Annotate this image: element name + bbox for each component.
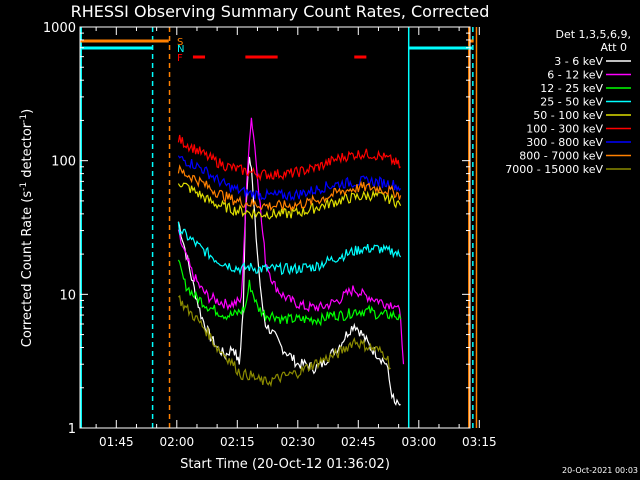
x-axis-start-time: (20-Oct-12 01:36:02) <box>252 457 390 472</box>
y-tick-label-3: 1000 <box>43 21 76 36</box>
vline-layer <box>80 27 478 428</box>
legend-header-attenuator: Att 0 <box>601 41 627 54</box>
series-line-4 <box>177 182 402 220</box>
x-axis-label-prefix: Start Time <box>180 457 248 472</box>
series-line-8 <box>178 294 391 388</box>
series-line-6 <box>177 155 402 202</box>
y-tick-label-1: 10 <box>59 288 76 303</box>
series-layer <box>177 117 405 406</box>
state-bar-label-n: N <box>177 44 184 55</box>
legend-header-detectors: Det 1,3,5,6,9, <box>555 28 631 41</box>
y-axis-label-close: ) <box>20 109 35 114</box>
y-tick-label-2: 100 <box>51 155 76 170</box>
legend-label-2: 12 - 25 keV <box>540 82 603 95</box>
legend-label-5: 100 - 300 keV <box>526 123 603 136</box>
footer-datestamp: 20-Oct-2021 00:03 <box>562 466 638 475</box>
legend-label-0: 3 - 6 keV <box>554 55 603 68</box>
x-tick-label-0: 01:45 <box>99 435 134 449</box>
state-bar-label-f: F <box>177 53 183 64</box>
y-axis-label-unit: detector <box>20 122 35 182</box>
x-tick-label-6: 03:15 <box>462 435 497 449</box>
legend-label-8: 7000 - 15000 keV <box>505 163 603 176</box>
x-tick-label-3: 02:30 <box>281 435 316 449</box>
legend-label-4: 50 - 100 keV <box>533 109 603 122</box>
x-tick-label-5: 03:00 <box>402 435 437 449</box>
y-axis-label-exponent: -1 <box>19 182 29 191</box>
state-bar-layer: SNF <box>80 37 474 64</box>
y-tick-label-0: 1 <box>68 422 76 437</box>
legend-label-7: 800 - 7000 keV <box>519 150 603 163</box>
series-line-1 <box>177 117 405 365</box>
legend-label-1: 6 - 12 keV <box>547 69 603 82</box>
state-bar-label-s: S <box>177 37 183 48</box>
legend-label-3: 25 - 50 keV <box>540 96 603 109</box>
y-axis-label-exponent-2: -1 <box>19 114 29 123</box>
plot-frame <box>79 26 471 429</box>
series-line-3 <box>177 221 402 276</box>
y-axis-label-main: Corrected Count Rate (s <box>20 191 35 348</box>
x-tick-label-2: 02:15 <box>220 435 255 449</box>
chart-title: RHESSI Observing Summary Count Rates, Co… <box>71 2 490 21</box>
series-line-7 <box>177 164 402 212</box>
x-tick-label-1: 02:00 <box>160 435 195 449</box>
legend-label-6: 300 - 800 keV <box>526 136 603 149</box>
series-line-2 <box>177 259 402 327</box>
x-axis-label: Start Time (20-Oct-12 01:36:02) <box>180 457 390 472</box>
x-tick-label-4: 02:45 <box>341 435 376 449</box>
y-axis-label: Corrected Count Rate (s-1 detector-1) <box>19 109 35 347</box>
axis-tick-layer: 01:45 02:00 02:15 02:30 02:45 03:00 03:15 1 10 10… <box>43 21 497 449</box>
series-line-5 <box>177 134 401 182</box>
